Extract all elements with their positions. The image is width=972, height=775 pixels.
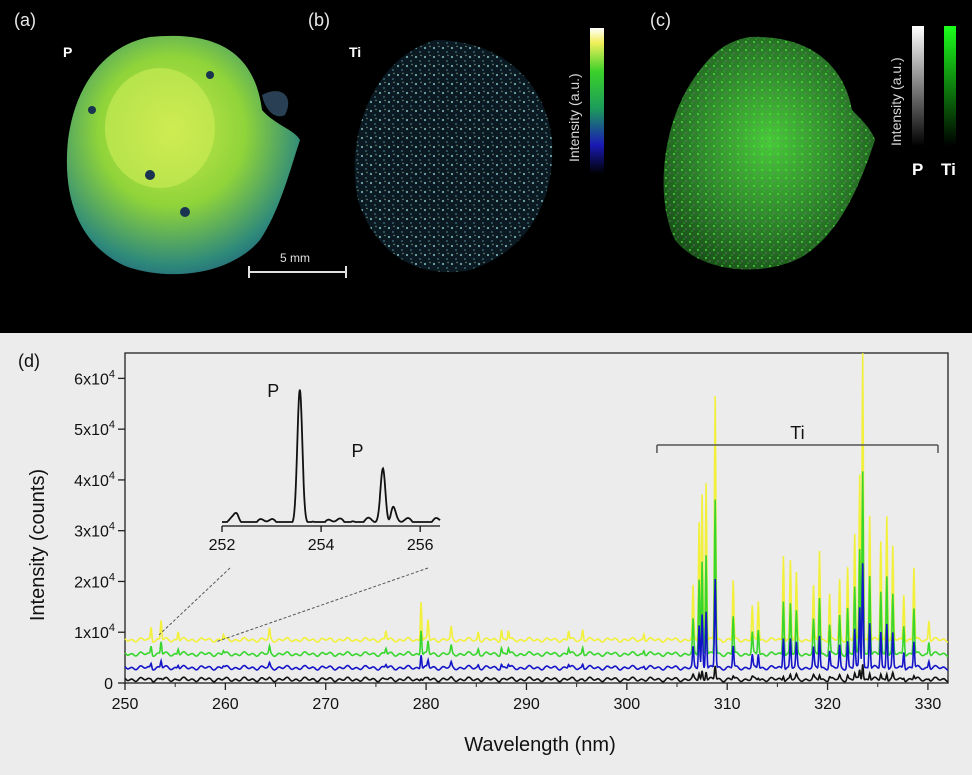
x-tick-label: 270 xyxy=(312,696,339,713)
map-b xyxy=(354,40,553,273)
y-tick-label: 3x104 xyxy=(74,521,115,541)
x-tick-label: 290 xyxy=(513,696,540,713)
y-tick-label: 2x104 xyxy=(74,571,115,591)
panel-b-element: Ti xyxy=(349,44,362,60)
y-tick-label: 6x104 xyxy=(74,368,115,388)
y-axis-label: Intensity (counts) xyxy=(27,469,49,621)
series-line-2 xyxy=(124,563,949,671)
plot-frame xyxy=(124,352,949,684)
maps-svg xyxy=(66,26,956,278)
maps-panel: (a) P (b) Ti (c) 5 mm Intensity (a.u.) I… xyxy=(0,0,972,333)
x-tick-label: 300 xyxy=(613,696,640,713)
x-tick-label: 320 xyxy=(814,696,841,713)
x-tick-label: 250 xyxy=(112,696,139,713)
panel-a-label: (a) xyxy=(14,10,36,30)
x-tick-label: 260 xyxy=(212,696,239,713)
x-tick-label: 280 xyxy=(413,696,440,713)
y-tick-label: 5x104 xyxy=(74,419,115,439)
inset-peak-label: P xyxy=(351,441,363,461)
inset-x-tick-label: 256 xyxy=(407,537,434,554)
inset-x-tick-label: 254 xyxy=(308,537,335,554)
map-a xyxy=(66,35,300,275)
ti-range-label: Ti xyxy=(790,423,804,443)
colorbar-b-title: Intensity (a.u.) xyxy=(566,73,582,162)
panel-b-label: (b) xyxy=(308,10,330,30)
colorbar-p-label: P xyxy=(912,160,924,179)
spectrum-chart: (d) Intensity (counts) Wavelength (nm) 2… xyxy=(18,351,949,756)
series-line-0 xyxy=(124,352,949,643)
inset-guide-left xyxy=(158,567,231,636)
plot-area: 250 260 270 280 290 300 310 320 330 0 1x104 2x104 3x… xyxy=(74,352,949,713)
inset-spectrum-line xyxy=(222,389,441,523)
colorbar-ti-label: Ti xyxy=(941,160,956,179)
scale-bar-label: 5 mm xyxy=(280,251,310,265)
x-tick-label: 330 xyxy=(915,696,942,713)
map-c xyxy=(663,36,875,270)
colorbar-c-title: Intensity (a.u.) xyxy=(888,57,904,146)
inset-peak-label: P xyxy=(267,381,279,401)
x-axis-label: Wavelength (nm) xyxy=(464,734,616,756)
y-tick-label: 0 xyxy=(104,676,113,693)
x-tick-label: 310 xyxy=(714,696,741,713)
series-line-1 xyxy=(124,471,949,658)
panel-a-element: P xyxy=(63,44,73,60)
y-tick-label: 1x104 xyxy=(74,622,115,642)
spectrum-panel xyxy=(0,333,972,775)
y-tick-label: 4x104 xyxy=(74,470,115,490)
inset-guide-right xyxy=(217,567,429,642)
panel-d-label: (d) xyxy=(18,351,40,371)
colorbar-ti xyxy=(944,26,956,146)
colorbar-p xyxy=(912,26,924,146)
colorbar-b xyxy=(590,28,604,174)
panel-c-label: (c) xyxy=(650,10,671,30)
inset-x-tick-label: 252 xyxy=(209,537,236,554)
series-line-3 xyxy=(124,664,949,683)
